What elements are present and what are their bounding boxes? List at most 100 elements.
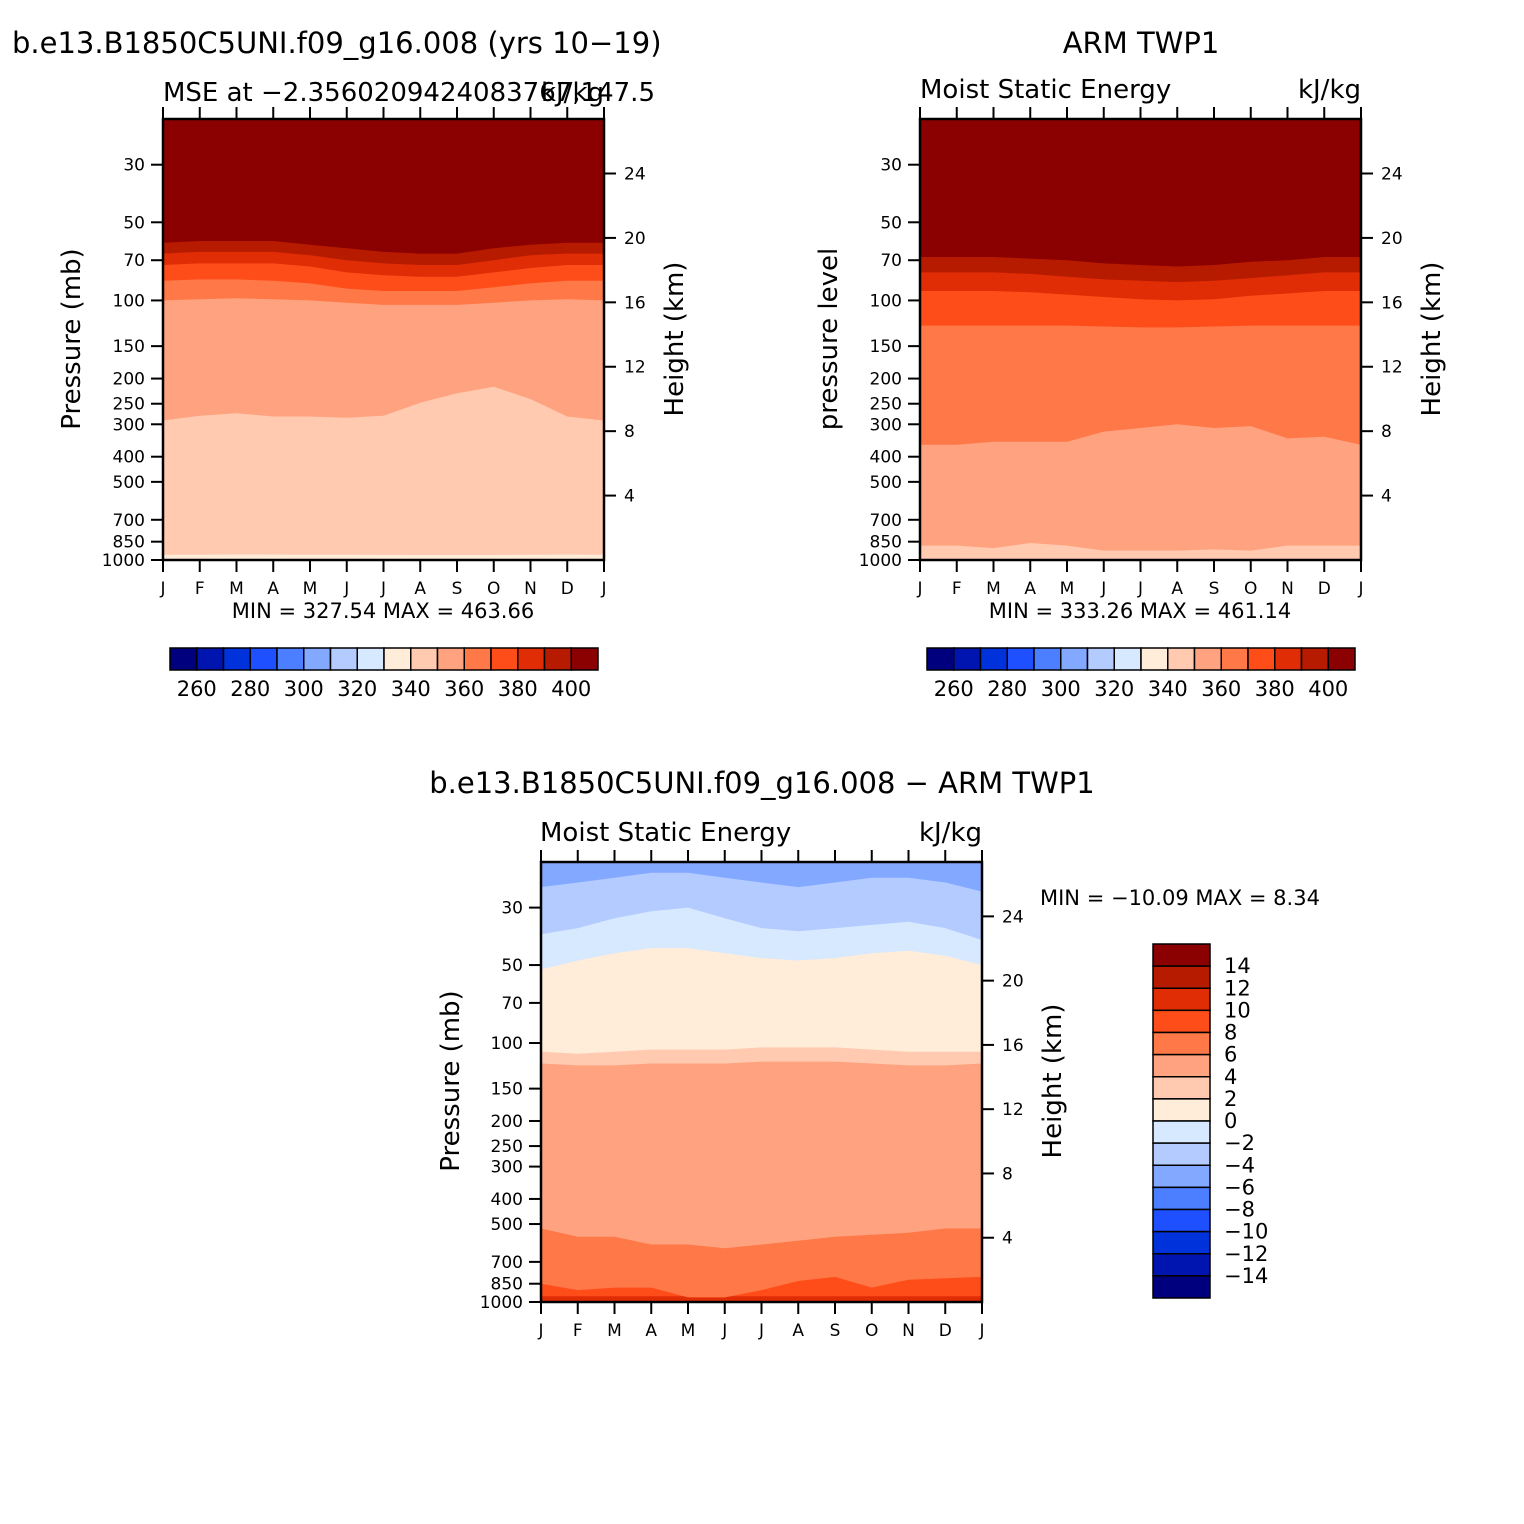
panel-model-ytick-label: 50: [123, 213, 145, 233]
panel-obs-colorbar-box: [1247, 647, 1276, 671]
panel-obs-colorbar-box: [1140, 647, 1169, 671]
panel-diff-xtick-label: F: [573, 1321, 583, 1341]
panel-diff-colorbar-box: [1152, 1142, 1211, 1166]
panel-obs-xtick-label: D: [1318, 579, 1331, 599]
panel-model-xtick-label: D: [561, 579, 574, 599]
panel-obs-xtick-label: N: [1281, 579, 1294, 599]
panel-diff-xtick-label: D: [939, 1321, 952, 1341]
panel-diff-colorbar-label: −2: [1224, 1131, 1255, 1155]
panel-model-ytick-right-label: 24: [624, 164, 646, 184]
panel-obs-ylabel: pressure level: [814, 248, 844, 430]
panel-model-ytick-right-label: 20: [624, 229, 646, 249]
panel-model-colorbar-box: [356, 647, 385, 671]
panel-diff-colorbar-box: [1152, 1053, 1211, 1078]
panel-obs-stats: MIN = 333.26 MAX = 461.14: [989, 599, 1291, 623]
panel-model-xtick-label: O: [487, 579, 500, 599]
panel-diff-colorbar-box: [1152, 1253, 1211, 1277]
panel-model-stats: MIN = 327.54 MAX = 463.66: [232, 599, 534, 623]
panel-diff-title: b.e13.B1850C5UNI.f09_g16.008 − ARM TWP1: [429, 766, 1094, 800]
panel-obs-xtick-label: F: [952, 579, 962, 599]
panel-diff-colorbar-box: [1152, 965, 1211, 989]
panel-diff-ytick-label: 100: [491, 1034, 523, 1054]
panel-obs-xtick-label: S: [1209, 579, 1220, 599]
panel-diff-ytick-label: 50: [501, 956, 523, 976]
panel-model-ytick-label: 200: [113, 370, 145, 390]
panel-model-title: b.e13.B1850C5UNI.f09_g16.008 (yrs 10−19): [12, 26, 662, 60]
panel-model-ytick-label: 250: [113, 395, 145, 415]
panel-model-colorbar-box: [222, 647, 251, 671]
panel-diff-colorbar-label: −8: [1224, 1198, 1255, 1222]
panel-obs-xtick-label: M: [1060, 579, 1075, 599]
panel-obs-colorbar-label: 320: [1094, 677, 1134, 701]
panel-obs-xtick-label: J: [1137, 579, 1143, 599]
panel-obs-ytick-label: 200: [870, 370, 902, 390]
panel-diff-xtick-label: M: [607, 1321, 622, 1341]
panel-model-xtick-label: M: [303, 579, 318, 599]
panel-obs-colorbar-label: 400: [1308, 677, 1348, 701]
panel-model-xtick-label: A: [414, 579, 426, 599]
panel-obs-colorbar-box: [1220, 647, 1249, 671]
panel-diff-ytick-label: 1000: [480, 1293, 523, 1313]
panel-model-colorbar-box: [436, 647, 465, 671]
panel-obs-title: ARM TWP1: [1063, 26, 1220, 60]
panel-obs-ytick-label: 400: [870, 448, 902, 468]
panel-obs-colorbar-box: [979, 647, 1008, 671]
panel-obs-ytick-label: 30: [880, 156, 902, 176]
panel-diff-xtick-label: J: [978, 1321, 984, 1341]
panel-model-ytick-label: 400: [113, 448, 145, 468]
panel-model-colorbar-box: [517, 647, 546, 671]
panel-diff-colorbar-box: [1152, 1230, 1211, 1255]
panel-obs-colorbar-label: 300: [1041, 677, 1081, 701]
panel-model-colorbar-label: 360: [444, 677, 484, 701]
panel-obs-ytick-label: 850: [870, 533, 902, 553]
panel-diff-colorbar-label: 10: [1224, 998, 1251, 1022]
panel-model-colorbar-label: 400: [551, 677, 591, 701]
panel-model-colorbar: 260 280 300 320 340 360 380 400: [169, 647, 599, 701]
panel-model-ytick-right-label: 4: [624, 487, 635, 507]
panel-diff-xtick-label: M: [681, 1321, 696, 1341]
panel-diff-band-2: [541, 862, 982, 940]
panel-diff-xtick-label: A: [645, 1321, 657, 1341]
panel-obs-subtitle: Moist Static Energy: [920, 75, 1171, 105]
panel-diff-ylabel-right: Height (km): [1038, 1004, 1068, 1159]
panel-obs-colorbar-label: 380: [1255, 677, 1295, 701]
panel-model-colorbar-label: 340: [391, 677, 431, 701]
panel-diff-ytick-right-label: 24: [1002, 907, 1024, 927]
panel-model-ytick-label: 30: [123, 156, 145, 176]
panel-obs-colorbar-box: [1167, 647, 1196, 671]
panel-model-xtick-label: F: [195, 579, 205, 599]
panel-model-colorbar-box: [196, 647, 225, 671]
panel-obs-colorbar-box: [926, 647, 955, 671]
panel-model: b.e13.B1850C5UNI.f09_g16.008 (yrs 10−19)…: [12, 26, 690, 701]
panel-diff-colorbar-box: [1152, 1186, 1211, 1211]
panel-diff-xtick-label: J: [758, 1321, 764, 1341]
panel-model-ytick-label: 150: [113, 337, 145, 357]
panel-model-ytick-label: 70: [123, 251, 145, 271]
panel-model-colorbar-box: [276, 647, 305, 671]
panel-diff-colorbar-box: [1152, 1208, 1211, 1233]
panel-obs-xtick-label: J: [1100, 579, 1106, 599]
panel-diff-xtick-label: N: [902, 1321, 915, 1341]
panel-obs-ytick-label: 1000: [859, 551, 902, 571]
panel-diff-colorbar-label: 0: [1224, 1109, 1237, 1133]
panel-model-colorbar-box: [169, 647, 198, 671]
panel-model-xtick-label: J: [343, 579, 349, 599]
panel-diff-units: kJ/kg: [919, 818, 982, 848]
panel-model-units: kJ/kg: [541, 78, 604, 108]
panel-obs-colorbar-box: [1006, 647, 1035, 671]
panel-model-xtick-label: J: [159, 579, 165, 599]
panel-diff-colorbar-box: [1152, 1076, 1211, 1100]
panel-diff-colorbar-label: 14: [1224, 954, 1251, 978]
panel-obs-ytick-right-label: 20: [1381, 229, 1403, 249]
panel-model-colorbar-box: [410, 647, 439, 671]
panel-diff-colorbar-label: −14: [1224, 1264, 1268, 1288]
panel-obs-ytick-label: 150: [870, 337, 902, 357]
panel-obs-xtick-label: A: [1171, 579, 1183, 599]
panel-diff-ytick-right-label: 16: [1002, 1036, 1024, 1056]
panel-diff-ytick-right-label: 20: [1002, 972, 1024, 992]
panel-diff-subtitle: Moist Static Energy: [540, 818, 791, 848]
panel-model-ytick-right-label: 12: [624, 358, 646, 378]
panel-obs-xtick-label: J: [1357, 579, 1363, 599]
